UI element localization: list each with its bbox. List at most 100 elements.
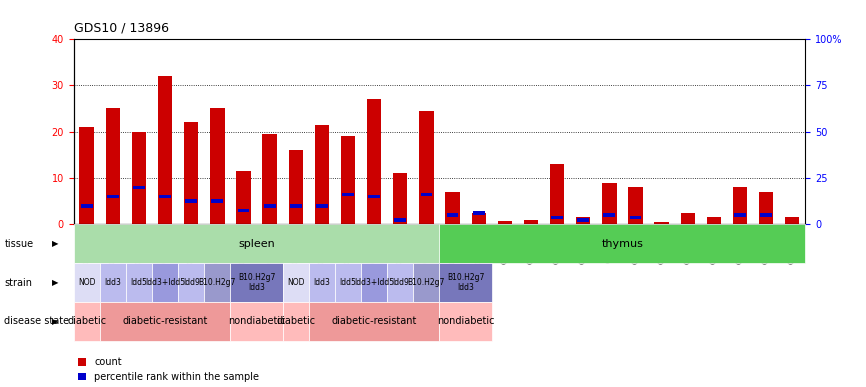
- Text: B10.H2g7: B10.H2g7: [408, 278, 445, 287]
- Bar: [361, 263, 387, 302]
- Text: Idd9: Idd9: [183, 278, 200, 287]
- Text: B10.H2g7
Idd3: B10.H2g7 Idd3: [447, 273, 484, 292]
- Bar: [524, 220, 538, 224]
- Text: nondiabetic: nondiabetic: [228, 316, 285, 326]
- Bar: [655, 222, 669, 224]
- Text: tissue: tissue: [4, 239, 34, 249]
- Bar: [106, 108, 120, 224]
- Text: thymus: thymus: [602, 239, 643, 249]
- Bar: [152, 263, 178, 302]
- Bar: [604, 214, 615, 217]
- Text: NOD: NOD: [78, 278, 95, 287]
- Bar: [185, 200, 197, 203]
- Bar: [419, 111, 434, 224]
- Text: Idd5: Idd5: [339, 278, 357, 287]
- Text: diabetic: diabetic: [276, 316, 315, 326]
- Bar: [387, 263, 413, 302]
- Text: ▶: ▶: [52, 278, 59, 287]
- Text: B10.H2g7
Idd3: B10.H2g7 Idd3: [238, 273, 275, 292]
- Text: ▶: ▶: [52, 317, 59, 326]
- Bar: [393, 173, 408, 224]
- Text: B10.H2g7: B10.H2g7: [198, 278, 236, 287]
- Bar: [204, 263, 230, 302]
- Bar: [178, 263, 204, 302]
- Text: Idd3+Idd5: Idd3+Idd5: [145, 278, 185, 287]
- Bar: [282, 263, 309, 302]
- Bar: [602, 183, 617, 224]
- Bar: [473, 211, 485, 214]
- Bar: [681, 213, 695, 224]
- Bar: [126, 263, 152, 302]
- Bar: [316, 204, 327, 207]
- Bar: [210, 108, 224, 224]
- Bar: [282, 302, 309, 341]
- Bar: [236, 171, 250, 224]
- Bar: [342, 192, 354, 196]
- Bar: [262, 134, 277, 224]
- Bar: [421, 192, 432, 196]
- Bar: [394, 218, 406, 221]
- Bar: [158, 76, 172, 224]
- Bar: [445, 192, 460, 224]
- Bar: [314, 125, 329, 224]
- Text: Idd9: Idd9: [391, 278, 409, 287]
- Bar: [107, 195, 119, 198]
- Text: GDS10 / 13896: GDS10 / 13896: [74, 22, 169, 35]
- Bar: [74, 302, 100, 341]
- Bar: [629, 187, 643, 224]
- Bar: [733, 187, 747, 224]
- Bar: [439, 302, 492, 341]
- Bar: [734, 214, 746, 217]
- Bar: [211, 200, 223, 203]
- Bar: [578, 218, 589, 221]
- Bar: [367, 99, 381, 224]
- Bar: [498, 221, 512, 224]
- Bar: [335, 263, 361, 302]
- Bar: [760, 214, 772, 217]
- Text: spleen: spleen: [238, 239, 275, 249]
- Text: strain: strain: [4, 277, 32, 288]
- Bar: [707, 217, 721, 224]
- Text: Idd3: Idd3: [313, 278, 330, 287]
- Bar: [80, 127, 94, 224]
- Bar: [439, 224, 805, 263]
- Text: ▶: ▶: [52, 239, 59, 248]
- Bar: [264, 204, 275, 207]
- Bar: [759, 192, 773, 224]
- Text: diabetic: diabetic: [67, 316, 107, 326]
- Bar: [237, 209, 249, 212]
- Bar: [290, 204, 301, 207]
- Bar: [550, 164, 565, 224]
- Bar: [74, 224, 439, 263]
- Bar: [447, 214, 458, 217]
- Bar: [413, 263, 439, 302]
- Bar: [159, 195, 171, 198]
- Text: diabetic-resistant: diabetic-resistant: [122, 316, 208, 326]
- Bar: [81, 204, 93, 207]
- Bar: [230, 263, 282, 302]
- Text: Idd3+Idd5: Idd3+Idd5: [354, 278, 394, 287]
- Text: Idd3: Idd3: [105, 278, 121, 287]
- Bar: [576, 217, 591, 224]
- Bar: [100, 302, 230, 341]
- Bar: [439, 263, 492, 302]
- Bar: [471, 213, 486, 224]
- Text: NOD: NOD: [287, 278, 305, 287]
- Bar: [368, 195, 380, 198]
- Text: Idd5: Idd5: [131, 278, 147, 287]
- Legend: count, percentile rank within the sample: count, percentile rank within the sample: [79, 357, 259, 382]
- Bar: [132, 132, 146, 224]
- Bar: [309, 302, 439, 341]
- Bar: [309, 263, 335, 302]
- Bar: [100, 263, 126, 302]
- Bar: [74, 263, 100, 302]
- Bar: [184, 122, 198, 224]
- Bar: [785, 217, 799, 224]
- Text: nondiabetic: nondiabetic: [436, 316, 494, 326]
- Bar: [133, 185, 145, 189]
- Bar: [288, 150, 303, 224]
- Text: disease state: disease state: [4, 316, 69, 326]
- Bar: [552, 216, 563, 219]
- Bar: [630, 216, 642, 219]
- Text: diabetic-resistant: diabetic-resistant: [332, 316, 417, 326]
